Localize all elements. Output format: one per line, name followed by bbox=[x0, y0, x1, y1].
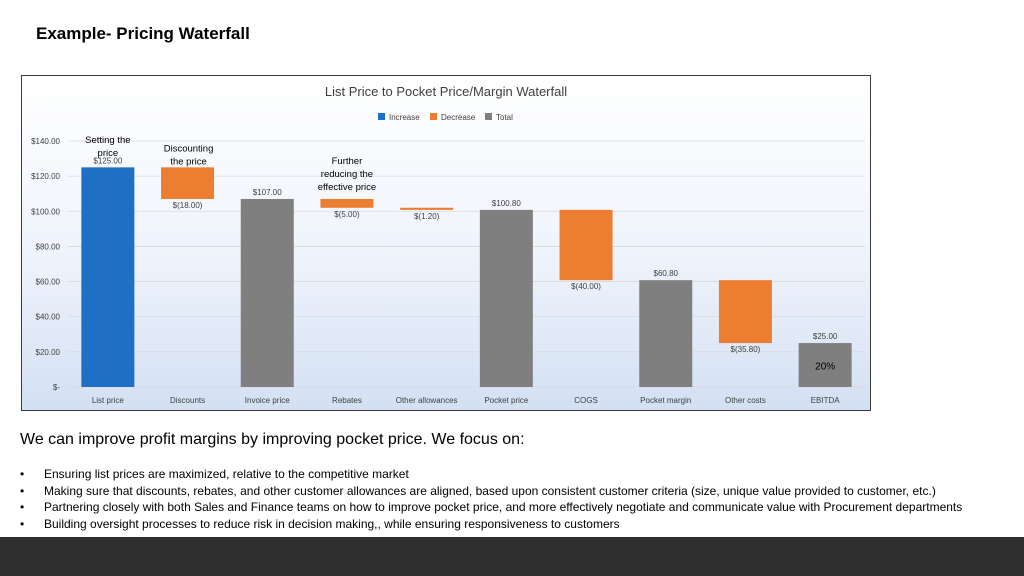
data-label-other-allowances: $(1.20) bbox=[414, 212, 440, 221]
legend-label-total: Total bbox=[496, 113, 513, 122]
legend-swatch-decrease bbox=[430, 113, 437, 120]
x-tick-label-pocket-margin: Pocket margin bbox=[640, 396, 691, 405]
focus-item-list-prices: Ensuring list prices are maximized, rela… bbox=[20, 466, 962, 483]
bar-pocket-price bbox=[479, 209, 533, 387]
data-label-cogs: $(40.00) bbox=[571, 282, 601, 291]
y-tick-label: $120.00 bbox=[31, 172, 60, 181]
y-tick-label: $140.00 bbox=[31, 137, 60, 146]
footer-bar bbox=[0, 537, 1024, 576]
bar-rebates bbox=[320, 198, 374, 208]
data-label-other-costs: $(35.80) bbox=[731, 345, 761, 354]
bar-cogs bbox=[559, 209, 613, 281]
data-label-invoice-price: $107.00 bbox=[253, 188, 282, 197]
bar-other-allowances bbox=[400, 207, 454, 210]
bar-list-price bbox=[81, 167, 135, 387]
annotation-discounts-line-1: the price bbox=[170, 157, 206, 168]
legend-label-increase: Increase bbox=[389, 113, 420, 122]
chart-title: List Price to Pocket Price/Margin Waterf… bbox=[325, 84, 567, 99]
x-tick-label-discounts: Discounts bbox=[170, 396, 205, 405]
y-tick-label: $40.00 bbox=[36, 313, 61, 322]
x-tick-label-pocket-price: Pocket price bbox=[484, 396, 529, 405]
bar-ebitda bbox=[798, 343, 852, 387]
x-tick-label-invoice-price: Invoice price bbox=[245, 396, 290, 405]
annotation-rebates-line-2: effective price bbox=[318, 182, 376, 193]
legend-swatch-increase bbox=[378, 113, 385, 120]
focus-item-allowances: Making sure that discounts, rebates, and… bbox=[20, 483, 962, 500]
annotation-rebates-line-0: Further bbox=[332, 156, 363, 167]
waterfall-chart-svg: List Price to Pocket Price/Margin Waterf… bbox=[31, 84, 865, 405]
data-label-discounts: $(18.00) bbox=[173, 201, 203, 210]
annotation-ebitda-line-0: 20% bbox=[815, 361, 835, 372]
y-tick-label: $60.00 bbox=[36, 278, 61, 287]
bar-discounts bbox=[161, 167, 215, 199]
bar-other-costs bbox=[718, 280, 772, 344]
focus-item-oversight: Building oversight processes to reduce r… bbox=[20, 516, 962, 533]
waterfall-chart: List Price to Pocket Price/Margin Waterf… bbox=[21, 75, 871, 411]
x-tick-label-other-allowances: Other allowances bbox=[396, 396, 458, 405]
x-tick-label-cogs: COGS bbox=[574, 396, 598, 405]
annotation-list-price-line-0: Setting the bbox=[85, 135, 130, 146]
data-label-list-price: $125.00 bbox=[93, 156, 122, 165]
bar-invoice-price bbox=[240, 198, 294, 387]
focus-heading: We can improve profit margins by improvi… bbox=[20, 431, 525, 448]
legend-label-decrease: Decrease bbox=[441, 113, 476, 122]
focus-list: Ensuring list prices are maximized, rela… bbox=[20, 466, 962, 532]
data-label-pocket-price: $100.80 bbox=[492, 199, 521, 208]
y-tick-label: $20.00 bbox=[36, 348, 61, 357]
data-label-ebitda: $25.00 bbox=[813, 332, 838, 341]
bar-pocket-margin bbox=[639, 280, 693, 387]
page-title: Example- Pricing Waterfall bbox=[36, 24, 250, 43]
focus-item-partnering: Partnering closely with both Sales and F… bbox=[20, 499, 962, 516]
legend-swatch-total bbox=[485, 113, 492, 120]
x-tick-label-list-price: List price bbox=[92, 396, 125, 405]
x-tick-label-ebitda: EBITDA bbox=[811, 396, 841, 405]
y-tick-label: $80.00 bbox=[36, 242, 61, 251]
data-label-pocket-margin: $60.80 bbox=[654, 269, 679, 278]
annotation-discounts-line-0: Discounting bbox=[164, 144, 214, 155]
x-tick-label-rebates: Rebates bbox=[332, 396, 362, 405]
y-tick-label: $- bbox=[53, 383, 60, 392]
x-tick-label-other-costs: Other costs bbox=[725, 396, 766, 405]
annotation-list-price-line-1: price bbox=[98, 148, 119, 159]
y-tick-label: $100.00 bbox=[31, 207, 60, 216]
data-label-rebates: $(5.00) bbox=[334, 210, 360, 219]
annotation-rebates-line-1: reducing the bbox=[321, 169, 373, 180]
